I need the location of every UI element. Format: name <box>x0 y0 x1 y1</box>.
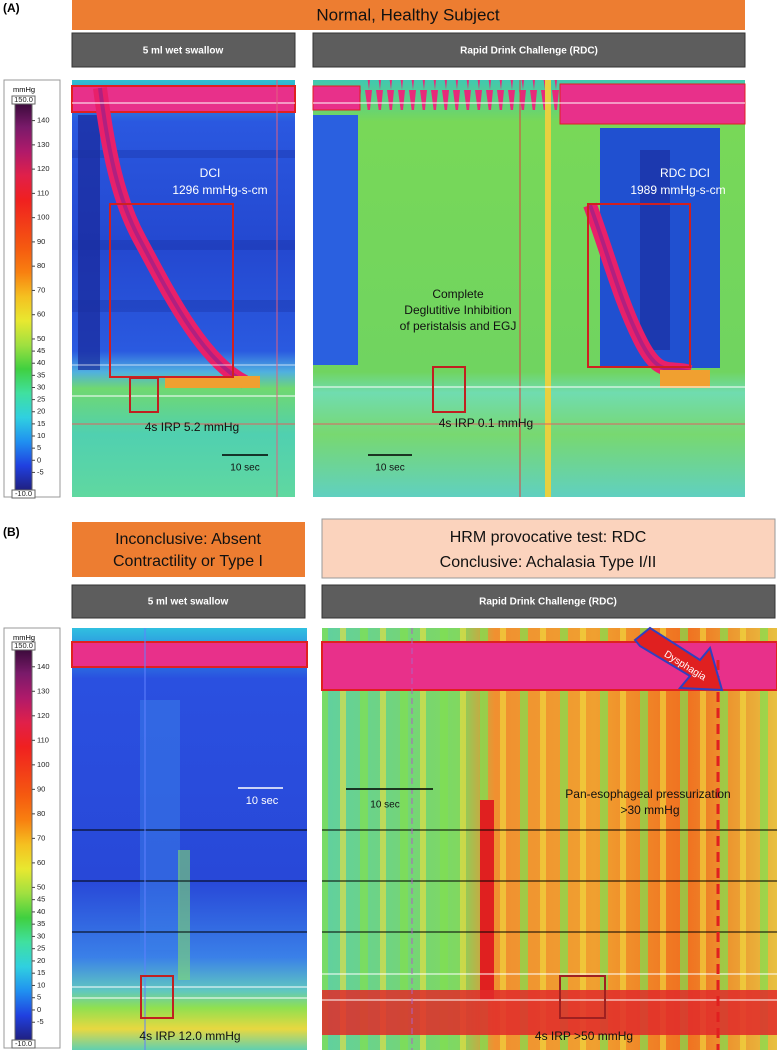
colorbar: mmHg150.0-10.014013012011010090807060504… <box>3 627 61 1049</box>
annotation: 4s IRP 0.1 mmHg <box>439 416 533 430</box>
colorbar-tick-label: 130 <box>37 140 50 149</box>
annotation: 4s IRP >50 mmHg <box>535 1029 633 1043</box>
header: Rapid Drink Challenge (RDC) <box>460 46 598 57</box>
colorbar-tick-label: 30 <box>37 382 45 391</box>
panel-title: Conclusive: Achalasia Type I/II <box>440 554 657 571</box>
colorbar-tick-label: 25 <box>37 395 45 404</box>
colorbar-max-box <box>11 641 36 651</box>
title-bar <box>72 522 305 577</box>
heatmap <box>71 80 296 497</box>
colorbar-tick-label: -5 <box>37 467 44 476</box>
colorbar-tick-label: 45 <box>37 895 45 904</box>
header-box <box>71 584 306 619</box>
colorbar-max: 150.0 <box>14 95 33 104</box>
annotation: >30 mmHg <box>620 803 679 817</box>
colorbar: mmHg150.0-10.014013012011010090807060504… <box>3 79 61 499</box>
colorbar-tick-label: 100 <box>37 213 50 222</box>
annotation: 1296 mmHg-s-cm <box>172 183 267 197</box>
heatmap <box>321 626 777 1050</box>
header: Rapid Drink Challenge (RDC) <box>479 597 617 608</box>
annotation: DCI <box>200 166 221 180</box>
colorbar-tick-label: 90 <box>37 784 45 793</box>
annotation: 1989 mmHg-s-cm <box>630 183 725 197</box>
header-box <box>312 32 746 68</box>
colorbar-tick-label: 130 <box>37 686 50 695</box>
annotation: Complete <box>432 287 484 301</box>
colorbar-tick-label: 0 <box>37 455 41 464</box>
scale-label: 10 sec <box>375 463 404 474</box>
colorbar-tick-label: 10 <box>37 980 45 989</box>
colorbar-tick-label: 0 <box>37 1005 41 1014</box>
colorbar-max: 150.0 <box>14 641 33 650</box>
annotation: of peristalsis and EGJ <box>400 319 517 333</box>
scale-label: 10 sec <box>246 795 279 807</box>
title-bar <box>321 518 776 579</box>
annotation: Pan-esophageal pressurization <box>565 787 730 801</box>
colorbar-tick-label: 35 <box>37 370 45 379</box>
colorbar-tick-label: 20 <box>37 407 45 416</box>
colorbar-tick-label: 90 <box>37 237 45 246</box>
header-box <box>321 584 776 619</box>
colorbar-tick-label: 30 <box>37 931 45 940</box>
colorbar-tick-label: 80 <box>37 809 45 818</box>
colorbar-tick-label: 120 <box>37 164 50 173</box>
colorbar-unit: mmHg <box>13 85 35 94</box>
colorbar-tick-label: 50 <box>37 882 45 891</box>
panel-title: Inconclusive: Absent <box>115 531 261 548</box>
colorbar-tick-label: 60 <box>37 858 45 867</box>
header-box <box>71 32 296 68</box>
colorbar-min-box <box>11 1039 36 1049</box>
colorbar-tick-label: 140 <box>37 662 50 671</box>
colorbar-tick-label: 25 <box>37 944 45 953</box>
colorbar-tick-label: 70 <box>37 285 45 294</box>
colorbar-min: -10.0 <box>15 489 32 498</box>
colorbar-tick-label: 70 <box>37 833 45 842</box>
colorbar-tick-label: 50 <box>37 334 45 343</box>
panel-title: Contractility or Type I <box>113 553 263 570</box>
colorbar-max-box <box>11 95 36 105</box>
colorbar-tick-label: 120 <box>37 711 50 720</box>
scale-label: 10 sec <box>230 463 259 474</box>
colorbar-tick-label: -5 <box>37 1017 44 1026</box>
colorbar-tick-label: 110 <box>37 188 49 197</box>
annotation: Deglutitive Inhibition <box>404 303 511 317</box>
annotation: RDC DCI <box>660 166 710 180</box>
colorbar-tick-label: 80 <box>37 261 45 270</box>
annotation: 4s IRP 5.2 mmHg <box>145 420 239 434</box>
colorbar-gradient <box>14 648 33 1041</box>
colorbar-gradient <box>14 102 33 491</box>
colorbar-unit: mmHg <box>13 633 35 642</box>
panel-label: (A) <box>3 1 20 15</box>
colorbar-tick-label: 110 <box>37 735 49 744</box>
colorbar-min: -10.0 <box>15 1039 32 1048</box>
colorbar-tick-label: 45 <box>37 346 45 355</box>
colorbar-tick-label: 5 <box>37 993 41 1002</box>
heatmap <box>312 80 746 497</box>
colorbar-tick-label: 15 <box>37 968 45 977</box>
panel-title: HRM provocative test: RDC <box>450 529 647 546</box>
colorbar-tick-label: 20 <box>37 956 45 965</box>
colorbar-tick-label: 40 <box>37 358 45 367</box>
panel-label: (B) <box>3 525 20 539</box>
colorbar-tick-label: 140 <box>37 116 50 125</box>
colorbar-tick-label: 10 <box>37 431 45 440</box>
colorbar-tick-label: 100 <box>37 760 50 769</box>
annotation: 4s IRP 12.0 mmHg <box>139 1029 240 1043</box>
colorbar-tick-label: 15 <box>37 419 45 428</box>
panel-title: Normal, Healthy Subject <box>316 5 500 24</box>
colorbar-tick-label: 60 <box>37 310 45 319</box>
colorbar-tick-label: 40 <box>37 907 45 916</box>
title-bar <box>72 0 745 30</box>
colorbar-min-box <box>11 489 36 499</box>
colorbar-tick-label: 5 <box>37 443 41 452</box>
heatmap <box>71 628 308 1050</box>
header: 5 ml wet swallow <box>143 46 224 57</box>
header: 5 ml wet swallow <box>148 597 229 608</box>
scale-label: 10 sec <box>370 800 399 811</box>
colorbar-tick-label: 35 <box>37 919 45 928</box>
